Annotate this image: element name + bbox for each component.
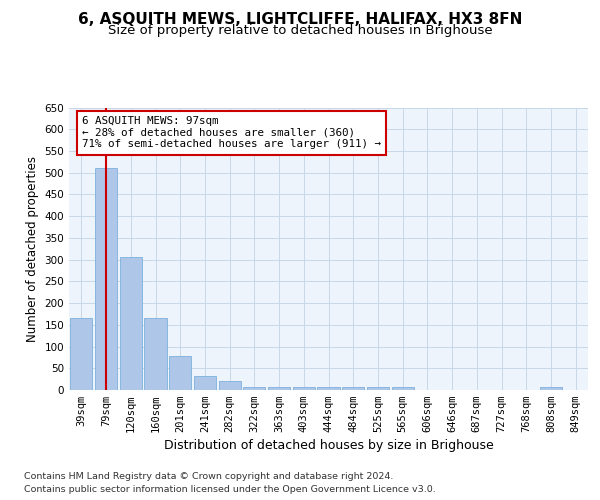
Bar (268, 386, 290, 390)
Bar (540, 386, 562, 390)
Y-axis label: Number of detached properties: Number of detached properties (26, 156, 39, 342)
X-axis label: Distribution of detached houses by size in Brighouse: Distribution of detached houses by size … (164, 440, 493, 452)
Text: Contains public sector information licensed under the Open Government Licence v3: Contains public sector information licen… (24, 485, 436, 494)
Bar (145, 318, 167, 390)
Text: Contains HM Land Registry data © Crown copyright and database right 2024.: Contains HM Land Registry data © Crown c… (24, 472, 394, 481)
Text: 6, ASQUITH MEWS, LIGHTCLIFFE, HALIFAX, HX3 8FN: 6, ASQUITH MEWS, LIGHTCLIFFE, HALIFAX, H… (78, 12, 522, 28)
Bar (342, 386, 364, 390)
Text: Size of property relative to detached houses in Brighouse: Size of property relative to detached ho… (107, 24, 493, 37)
Bar (317, 386, 340, 390)
Bar (119, 258, 142, 390)
Bar (392, 386, 414, 390)
Bar (367, 386, 389, 390)
Bar (169, 356, 191, 390)
Bar (194, 376, 216, 390)
Bar (293, 386, 315, 390)
Bar (218, 382, 241, 390)
Bar (95, 168, 117, 390)
Bar (243, 386, 265, 390)
Bar (70, 318, 92, 390)
Text: 6 ASQUITH MEWS: 97sqm
← 28% of detached houses are smaller (360)
71% of semi-det: 6 ASQUITH MEWS: 97sqm ← 28% of detached … (82, 116, 381, 149)
